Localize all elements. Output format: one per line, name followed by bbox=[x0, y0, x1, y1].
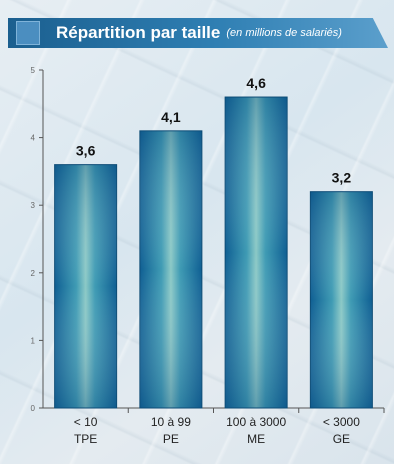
chart-title: Répartition par taille bbox=[56, 23, 221, 42]
chart-header: Répartition par taille (en millions de s… bbox=[8, 18, 388, 48]
x-category-sublabel: PE bbox=[163, 432, 179, 446]
bar-value-label: 3,6 bbox=[76, 143, 96, 159]
x-category-label: 100 à 3000 bbox=[226, 415, 286, 429]
bar-shade bbox=[310, 191, 373, 408]
x-category-sublabel: GE bbox=[333, 432, 350, 446]
y-tick-label: 2 bbox=[31, 269, 36, 278]
y-tick-label: 4 bbox=[31, 134, 36, 143]
y-tick-label: 0 bbox=[31, 404, 36, 413]
header-square-icon bbox=[16, 21, 40, 45]
x-category-sublabel: ME bbox=[247, 432, 265, 446]
bar-value-label: 4,1 bbox=[161, 109, 181, 125]
y-tick-label: 1 bbox=[31, 336, 36, 345]
bar-shade bbox=[54, 164, 117, 408]
x-category-label: < 3000 bbox=[323, 415, 360, 429]
y-tick-label: 3 bbox=[31, 201, 36, 210]
bar-shade bbox=[139, 130, 202, 408]
bar-value-label: 4,6 bbox=[246, 75, 266, 91]
bar-shade bbox=[225, 97, 288, 408]
x-category-label: < 10 bbox=[74, 415, 98, 429]
bars bbox=[54, 96, 373, 409]
labels: 3,6 < 10 TPE 4,1 10 à 99 PE 4,6 100 à 3000 ME 3,2… bbox=[74, 75, 360, 446]
y-tick-label: 5 bbox=[31, 66, 36, 75]
x-category-sublabel: TPE bbox=[74, 432, 97, 446]
bar-value-label: 3,2 bbox=[332, 170, 352, 186]
chart-subtitle: (en millions de salariés) bbox=[226, 27, 342, 39]
x-category-label: 10 à 99 bbox=[151, 415, 191, 429]
